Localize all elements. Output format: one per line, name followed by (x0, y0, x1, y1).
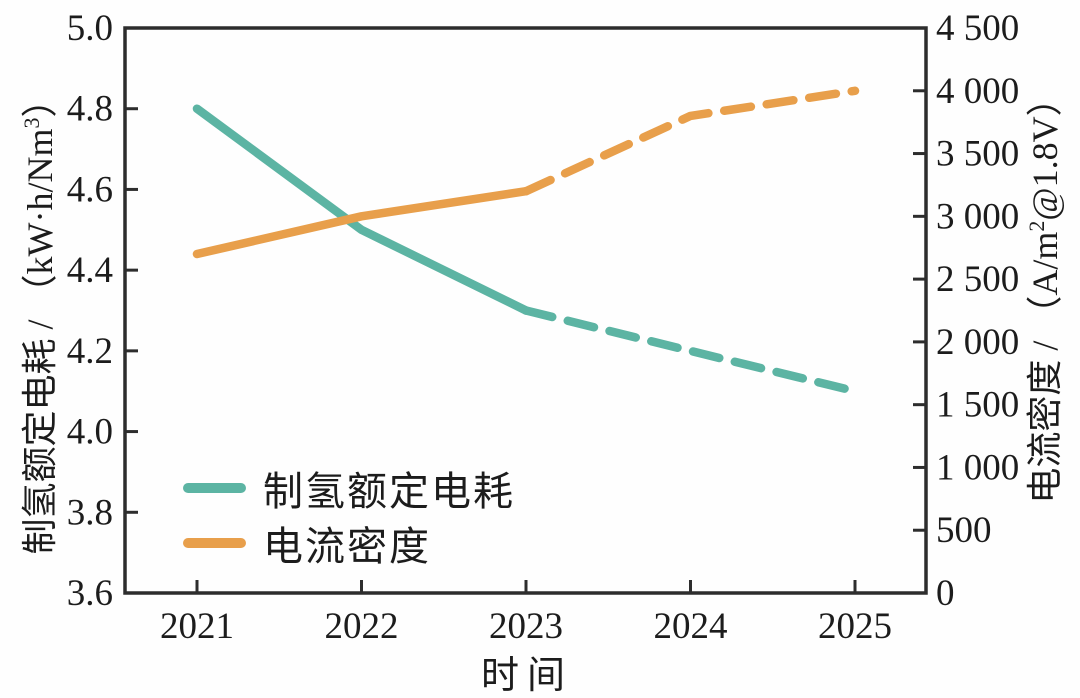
right-tick-label: 3 000 (936, 196, 1019, 237)
legend: 制氢额定电耗 电流密度 (183, 460, 515, 570)
right-axis-title: 电流密度 / （A/m2@1.8V） (1020, 0, 1070, 642)
x-tick-label: 2023 (489, 606, 563, 647)
x-tick-label: 2022 (325, 606, 399, 647)
right-axis-title-suffix: @1.8V） (1025, 80, 1065, 221)
legend-item-current-density: 电流密度 (183, 515, 515, 570)
right-tick-label: 500 (936, 510, 992, 551)
series-line-dashed-1 (521, 86, 860, 196)
legend-item-consumption: 制氢额定电耗 (183, 460, 515, 515)
left-tick-label: 4.8 (67, 89, 113, 130)
series-line-solid-0 (192, 104, 531, 315)
x-axis-title: 时间 (480, 655, 573, 697)
right-tick-label: 4 500 (936, 8, 1019, 49)
x-tick-label: 2021 (160, 606, 234, 647)
right-axis-title-text: 电流密度 / （A/m (1025, 231, 1065, 504)
left-axis-title: 制氢额定电耗 / （kW·h/Nm3） (15, 0, 65, 668)
right-tick-label: 0 (936, 573, 955, 614)
legend-swatch-consumption (183, 482, 246, 493)
left-axis-title-text: 制氢额定电耗 / （kW·h/Nm (20, 128, 60, 555)
series-line-solid-1 (192, 186, 531, 259)
right-tick-label: 4 000 (936, 71, 1019, 112)
left-tick-label: 4.6 (67, 169, 113, 210)
right-tick-label: 2 000 (936, 322, 1019, 363)
left-axis-title-suffix: ） (20, 81, 60, 118)
left-tick-label: 5.0 (67, 8, 113, 49)
right-axis-title-sup: 2 (1024, 220, 1049, 232)
x-tick-label: 2025 (818, 606, 892, 647)
left-tick-label: 3.6 (67, 573, 113, 614)
legend-swatch-current-density (183, 537, 246, 548)
right-tick-label: 3 500 (936, 134, 1019, 175)
right-tick-label: 1 000 (936, 447, 1019, 488)
right-tick-label: 1 500 (936, 385, 1019, 426)
left-tick-label: 4.2 (67, 331, 113, 372)
left-tick-label: 3.8 (67, 492, 113, 533)
left-tick-label: 4.0 (67, 412, 113, 453)
x-tick-label: 2024 (654, 606, 728, 647)
left-axis-title-sup: 3 (19, 117, 44, 129)
left-tick-label: 4.4 (67, 250, 113, 291)
series-line-dashed-0 (521, 306, 860, 396)
legend-label-current-density: 电流密度 (263, 523, 431, 569)
right-tick-label: 2 500 (936, 259, 1019, 300)
legend-label-consumption: 制氢额定电耗 (263, 468, 515, 514)
